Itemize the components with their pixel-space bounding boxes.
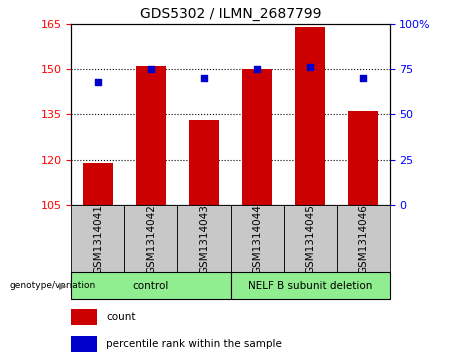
Point: [94, 79, 101, 85]
Bar: [71, 309, 97, 325]
Text: GSM1314042: GSM1314042: [146, 204, 156, 274]
Bar: [242, 69, 272, 205]
Text: GSM1314043: GSM1314043: [199, 204, 209, 274]
Bar: [337, 205, 390, 272]
Bar: [189, 121, 219, 205]
Bar: [83, 163, 112, 205]
Text: NELF B subunit deletion: NELF B subunit deletion: [248, 281, 372, 291]
Bar: [71, 272, 230, 299]
Text: ▶: ▶: [59, 281, 66, 291]
Bar: [230, 205, 284, 272]
Bar: [177, 205, 230, 272]
Text: count: count: [106, 312, 136, 322]
Bar: [349, 111, 378, 205]
Text: GSM1314046: GSM1314046: [358, 204, 368, 274]
Text: percentile rank within the sample: percentile rank within the sample: [106, 339, 282, 348]
Bar: [71, 205, 124, 272]
Point: [359, 75, 366, 81]
Text: GSM1314041: GSM1314041: [93, 204, 103, 274]
Text: control: control: [133, 281, 169, 291]
Bar: [124, 205, 177, 272]
Bar: [136, 66, 165, 205]
Title: GDS5302 / ILMN_2687799: GDS5302 / ILMN_2687799: [140, 7, 321, 21]
Bar: [230, 272, 390, 299]
Bar: [296, 26, 325, 205]
Bar: [71, 336, 97, 351]
Point: [306, 64, 313, 70]
Text: genotype/variation: genotype/variation: [9, 281, 95, 290]
Point: [200, 75, 207, 81]
Text: GSM1314044: GSM1314044: [252, 204, 262, 274]
Bar: [284, 205, 337, 272]
Point: [254, 66, 261, 72]
Point: [148, 66, 155, 72]
Text: GSM1314045: GSM1314045: [305, 204, 315, 274]
